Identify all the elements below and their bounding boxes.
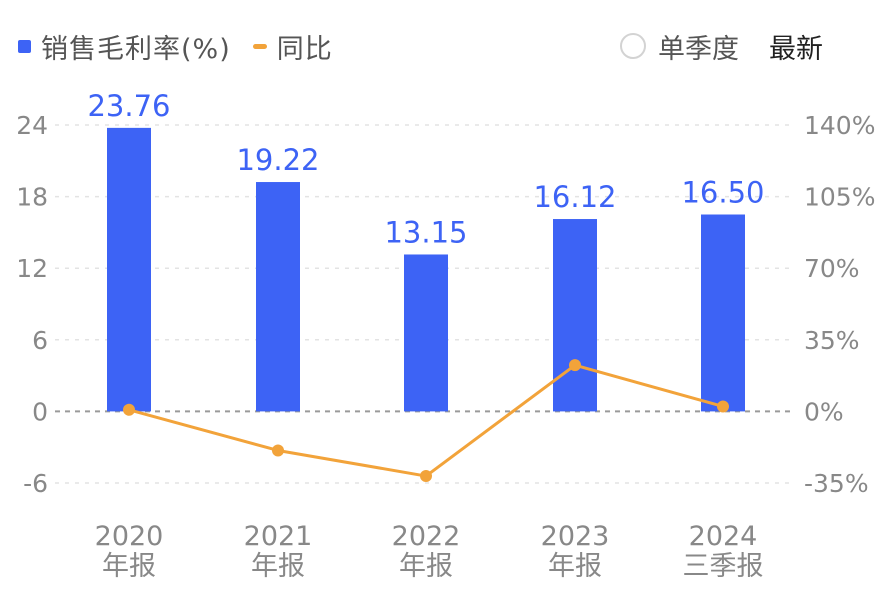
latest-button[interactable]: 最新 [769, 33, 823, 65]
legend-item-gross-margin[interactable]: 销售毛利率(%) [18, 27, 231, 66]
yoy-point-2021 [272, 444, 284, 457]
legend-bar-label: 销售毛利率(%) [41, 33, 231, 65]
yoy-point-2024 [717, 400, 729, 413]
x-tick-label-year: 2022 [392, 521, 461, 552]
legend-item-yoy[interactable]: 同比 [252, 27, 333, 66]
bar-value-label: 16.50 [681, 176, 764, 210]
bar-2021 [256, 182, 300, 412]
x-tick-label-period: 年报 [399, 551, 453, 582]
x-tick-label-year: 2020 [95, 521, 164, 552]
bar-2023 [553, 219, 597, 412]
y-right-tick-label: 35% [804, 326, 860, 355]
legend-line-swatch [252, 43, 267, 49]
y-right-tick-label: 70% [804, 254, 860, 283]
x-tick-label-period: 年报 [251, 551, 305, 582]
y-right-tick-label: -35% [804, 469, 869, 498]
x-tick-label-year: 2023 [541, 521, 610, 552]
y-left-tick-label: 18 [16, 183, 48, 212]
bar-value-label: 23.76 [87, 89, 170, 123]
bar-value-label: 16.12 [533, 180, 616, 214]
bar-value-label: 13.15 [384, 215, 467, 249]
single-quarter-label[interactable]: 单季度 [658, 33, 739, 65]
y-left-tick-label: 24 [16, 111, 48, 140]
bar-value-label: 19.22 [236, 143, 319, 177]
yoy-point-2023 [569, 359, 581, 372]
bar-2020 [107, 127, 151, 412]
y-right-tick-label: 105% [804, 183, 875, 212]
bar-2024 [701, 214, 745, 412]
y-left-tick-label: -6 [23, 469, 48, 498]
y-left-tick-label: 0 [32, 397, 48, 426]
x-tick-label-period: 年报 [102, 551, 156, 582]
yoy-point-2022 [420, 470, 432, 483]
x-tick-label-period: 年报 [548, 551, 602, 582]
x-tick-label-year: 2024 [689, 521, 758, 552]
y-left-tick-label: 12 [16, 254, 48, 283]
yoy-point-2020 [123, 403, 135, 416]
legend-bar-swatch [18, 39, 31, 53]
x-tick-label-year: 2021 [244, 521, 313, 552]
x-tick-label-period: 三季报 [683, 551, 764, 582]
chart-controls: 单季度 最新 [620, 26, 823, 66]
bar-2022 [404, 254, 448, 412]
y-right-tick-label: 0% [804, 397, 844, 426]
legend-line-label: 同比 [276, 33, 333, 65]
y-right-tick-label: 140% [804, 111, 875, 140]
single-quarter-radio[interactable] [620, 33, 646, 59]
y-left-tick-label: 6 [32, 326, 48, 355]
legend: 销售毛利率(%) 同比 [18, 26, 355, 66]
